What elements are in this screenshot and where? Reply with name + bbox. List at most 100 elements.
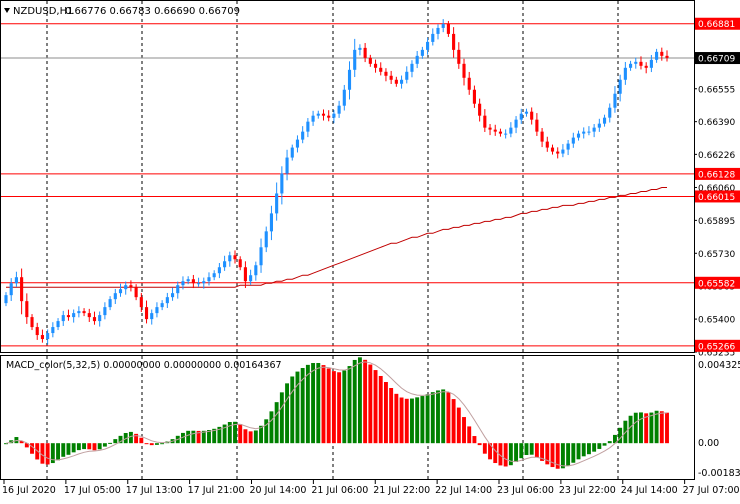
candle-down [545, 141, 549, 148]
candle-down [384, 71, 388, 76]
candle-down [30, 317, 34, 328]
macd-bar [134, 433, 139, 444]
candle-down [368, 57, 372, 64]
candle-down [550, 147, 555, 152]
candle-up [316, 113, 320, 116]
candle-down [665, 55, 669, 58]
candle-up [571, 137, 575, 144]
time-label: 23 Jul 22:00 [559, 485, 616, 496]
macd-bar [4, 443, 8, 445]
time-label: 23 Jul 06:00 [497, 485, 554, 496]
macd-bar [410, 398, 414, 444]
candle-up [431, 33, 435, 42]
price-panel-frame [0, 0, 695, 353]
macd-bar [24, 443, 29, 448]
candle-up [259, 247, 263, 266]
candle-up [519, 113, 523, 120]
candle-up [514, 119, 518, 128]
level-tag [695, 190, 740, 203]
candle-up [165, 297, 169, 304]
candle-up [399, 79, 404, 84]
macd-bar [347, 366, 352, 444]
macd-bar [279, 392, 284, 444]
macd-bar [144, 443, 149, 445]
macd-bar [540, 443, 545, 461]
macd-bar [196, 430, 201, 444]
macd-bar [446, 392, 451, 444]
candle-up [155, 307, 159, 314]
symbol-dropdown-icon[interactable] [4, 8, 10, 13]
macd-bar [633, 412, 638, 444]
macd-bar [222, 424, 227, 444]
macd-bar [102, 443, 107, 447]
candle-up [176, 285, 180, 294]
macd-bar [45, 443, 50, 465]
macd-bar [311, 363, 316, 444]
macd-bar [337, 372, 342, 444]
macd-bar [467, 426, 472, 444]
symbol-timeframe: NZDUSD,H1 [13, 6, 73, 17]
candle-up [561, 149, 565, 154]
candle-down [82, 311, 86, 314]
macd-bar [108, 442, 113, 444]
price-label: 0.66060 [698, 184, 735, 194]
candle-up [124, 285, 128, 290]
macd-bar [462, 417, 466, 444]
macd-bar [555, 443, 560, 469]
macd-bar [644, 413, 649, 444]
macd-bar [181, 432, 185, 444]
macd-bar [160, 443, 165, 445]
candle-down [644, 65, 648, 68]
candle-up [504, 133, 508, 135]
macd-bar [430, 392, 435, 444]
candle-up [524, 111, 529, 114]
candle-up [150, 313, 154, 320]
macd-bar [259, 425, 263, 444]
macd-bar [524, 443, 529, 455]
candle-down [457, 49, 461, 64]
candle-down [660, 51, 664, 56]
macd-axis-min: -0.001839 [698, 468, 740, 479]
level-tag-text: 0.66015 [698, 193, 735, 203]
macd-bar [82, 443, 87, 450]
level-tag-text: 0.66881 [698, 20, 735, 30]
candle-up [306, 121, 310, 132]
macd-bar [389, 387, 394, 444]
price-axis[interactable]: 0.66555 0.66390 0.66226 0.66060 0.65895 0.657… [694, 85, 735, 359]
horizontal-level-lines[interactable] [1, 23, 694, 347]
macd-signal [5, 361, 668, 467]
ohlc-values: 0.66776 0.66783 0.66690 0.66709 [65, 6, 240, 17]
candle-up [202, 281, 206, 284]
macd-bar [363, 359, 368, 444]
macd-bar [456, 407, 461, 444]
macd-bar [482, 443, 487, 454]
macd-bar [488, 443, 492, 460]
time-axis[interactable]: 16 Jul 2020 17 Jul 05:00 17 Jul 13:00 17 Ju… [2, 480, 740, 496]
candle-down [472, 89, 476, 104]
macd-axis-max: 0.0043256 [698, 360, 740, 371]
macd-bar [123, 433, 128, 444]
macd-bar [368, 364, 373, 444]
candle-up [249, 275, 253, 282]
candle-up [14, 277, 18, 284]
macd-bar [639, 412, 643, 444]
time-label: 24 Jul 14:00 [621, 485, 678, 496]
macd-bar [128, 431, 133, 444]
candle-up [108, 299, 112, 308]
candle-up [72, 313, 76, 318]
macd-bar [394, 393, 399, 444]
candle-down [144, 307, 149, 320]
candle-down [379, 67, 383, 72]
macd-bar [227, 421, 232, 444]
macd-bar [50, 443, 55, 464]
candle-down [87, 313, 91, 318]
candle-down [139, 297, 143, 308]
candle-up [592, 127, 596, 132]
candle-up [186, 279, 190, 282]
candle-up [46, 333, 50, 340]
candle-up [436, 27, 440, 34]
candle-up [629, 63, 633, 68]
candle-up [353, 49, 357, 70]
